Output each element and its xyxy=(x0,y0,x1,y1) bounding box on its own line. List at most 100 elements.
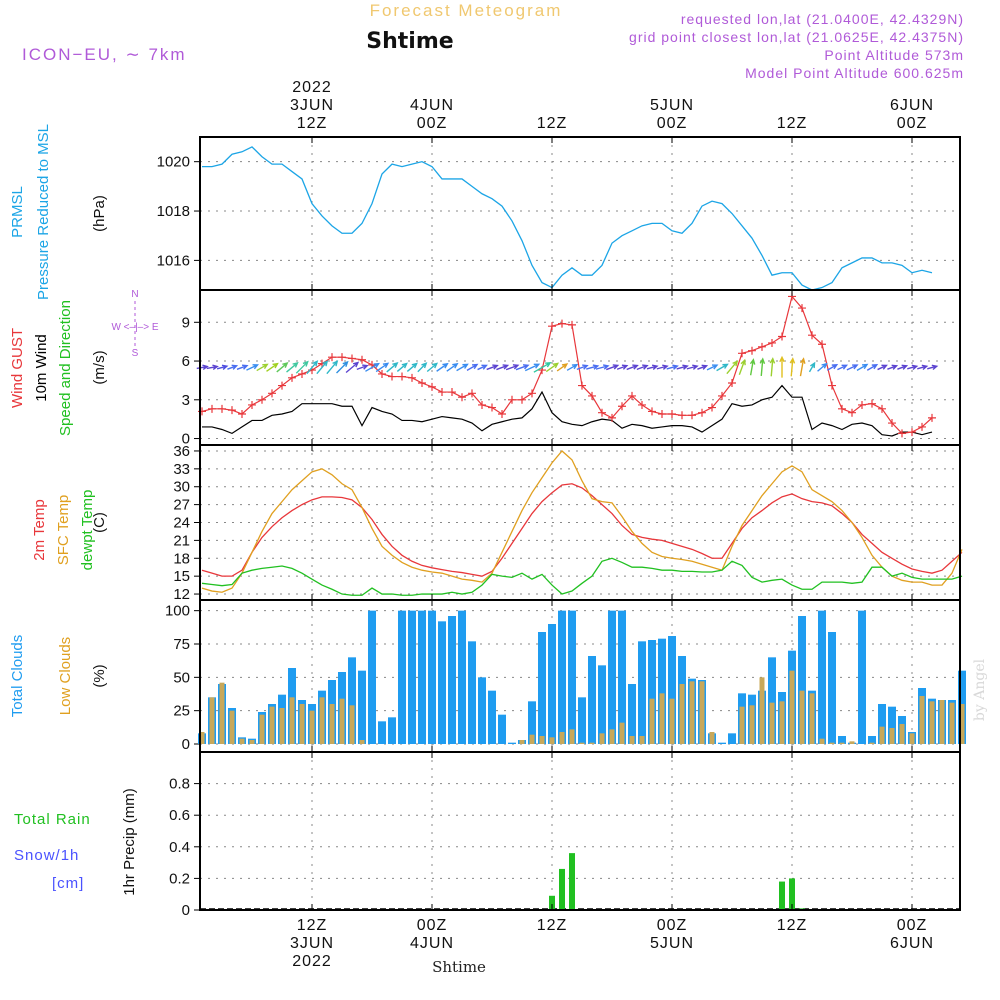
y-tick-label: 1016 xyxy=(157,252,190,269)
y-tick-label: 75 xyxy=(173,636,190,653)
bar-total-cloud xyxy=(628,684,636,744)
wind-arrow xyxy=(496,364,510,371)
bar-total-cloud xyxy=(658,638,666,744)
gust-point xyxy=(928,413,936,422)
bar-low-cloud xyxy=(819,738,825,744)
wind-arrow xyxy=(697,364,709,370)
bar-low-cloud xyxy=(759,677,765,744)
bar-total-cloud xyxy=(818,610,826,744)
bar-total-cloud xyxy=(368,610,376,744)
bar-total-cloud xyxy=(448,616,456,744)
gust-point xyxy=(618,402,626,411)
bar-total-cloud xyxy=(568,610,576,744)
wind-arrow xyxy=(256,363,269,372)
gust-point xyxy=(458,393,466,402)
gust-point xyxy=(738,349,746,358)
y-tick-label: 24 xyxy=(173,515,190,532)
wind-arrow xyxy=(426,362,439,373)
wind-arrow xyxy=(556,363,569,372)
wind-arrow xyxy=(789,357,796,377)
bottom-tick-label: 12Z xyxy=(297,917,328,934)
wind-arrow xyxy=(524,363,541,372)
gust-point xyxy=(888,419,896,428)
wind-arrow xyxy=(595,364,610,370)
wind-arrow xyxy=(656,364,669,370)
bar-low-cloud xyxy=(679,684,685,744)
bar-total-cloud xyxy=(358,670,366,744)
bar-total-cloud xyxy=(478,677,486,744)
y-tick-label: 50 xyxy=(173,669,190,686)
bar-low-cloud xyxy=(929,701,935,744)
gust-point xyxy=(858,400,866,409)
gust-point xyxy=(578,381,586,390)
bar-total-cloud xyxy=(608,610,616,744)
bar-total-cloud xyxy=(528,701,536,744)
panel-precipitation: 0 0.2 0.4 0.6 0.8 1hr Precip (mm) Total Rain Sn… xyxy=(14,752,960,919)
location-title: Shtime xyxy=(366,29,453,54)
wind-arrow xyxy=(466,363,479,372)
bar-low-cloud xyxy=(619,722,625,744)
bar-low-cloud xyxy=(739,706,745,744)
compass-south: S xyxy=(132,348,139,359)
wind-arrow xyxy=(716,363,729,372)
bar-total-cloud xyxy=(458,610,466,744)
y-tick-label: 36 xyxy=(173,443,190,460)
wind-arrow xyxy=(666,364,679,370)
gust-point xyxy=(608,413,616,422)
bar-total-cloud xyxy=(418,610,426,744)
bar-low-cloud xyxy=(839,742,845,744)
y-tick-label: 18 xyxy=(173,550,190,567)
bar-total-cloud xyxy=(588,656,596,744)
bar-total-cloud xyxy=(618,610,626,744)
gust-point xyxy=(428,382,436,391)
bar-total-cloud xyxy=(468,641,476,744)
bar-total-cloud xyxy=(728,733,736,744)
wind-arrow xyxy=(706,364,719,371)
series-line-2m-temp xyxy=(201,483,963,577)
bar-low-cloud xyxy=(559,732,565,744)
y-tick-label: 1020 xyxy=(157,154,190,171)
gust-point xyxy=(348,354,356,363)
wind-arrow xyxy=(375,362,390,373)
bar-total-cloud xyxy=(508,742,516,744)
chart-title: Forecast Meteogram xyxy=(370,1,563,20)
wind-arrow xyxy=(856,363,869,372)
y-tick-label: 27 xyxy=(173,497,190,514)
wind-arrow xyxy=(326,360,339,375)
bottom-tick-label: 12Z xyxy=(777,917,808,934)
gust-point xyxy=(658,410,666,418)
gust-point xyxy=(768,338,776,347)
bar-low-cloud xyxy=(629,736,635,744)
gust-point xyxy=(498,410,506,418)
gust-point xyxy=(258,395,266,404)
wind-arrow xyxy=(887,364,899,370)
y-label-sfc-temp: SFC Temp xyxy=(55,495,72,566)
gust-point xyxy=(328,353,336,362)
wind-arrow xyxy=(206,364,219,371)
gust-point xyxy=(758,342,766,351)
bottom-tick-label: 00Z xyxy=(417,917,448,934)
wind-arrow xyxy=(515,364,530,371)
y-tick-label: 6 xyxy=(182,353,190,370)
wind-arrow xyxy=(817,362,828,372)
y-label-total-clouds: Total Clouds xyxy=(9,635,26,718)
gust-point xyxy=(628,391,636,400)
compass-north: N xyxy=(131,289,138,300)
bar-low-cloud xyxy=(569,729,575,744)
bar-total-cloud xyxy=(438,621,446,744)
bar-low-cloud xyxy=(849,741,855,744)
wind-arrow xyxy=(286,361,299,373)
bottom-tick-label: 2022 xyxy=(292,953,332,970)
wind-arrow xyxy=(686,364,699,370)
gust-point xyxy=(448,388,456,397)
gust-point xyxy=(848,408,856,417)
bar-low-cloud xyxy=(529,734,535,744)
bar-low-cloud xyxy=(769,702,775,744)
series-line-10m-wind xyxy=(202,384,933,437)
wind-arrow xyxy=(799,357,806,377)
top-tick-label: 5JUN xyxy=(650,97,694,114)
y-label-gust: Wind GUST xyxy=(9,328,26,408)
wind-arrow xyxy=(808,361,816,373)
bar-total-cloud xyxy=(548,624,556,744)
